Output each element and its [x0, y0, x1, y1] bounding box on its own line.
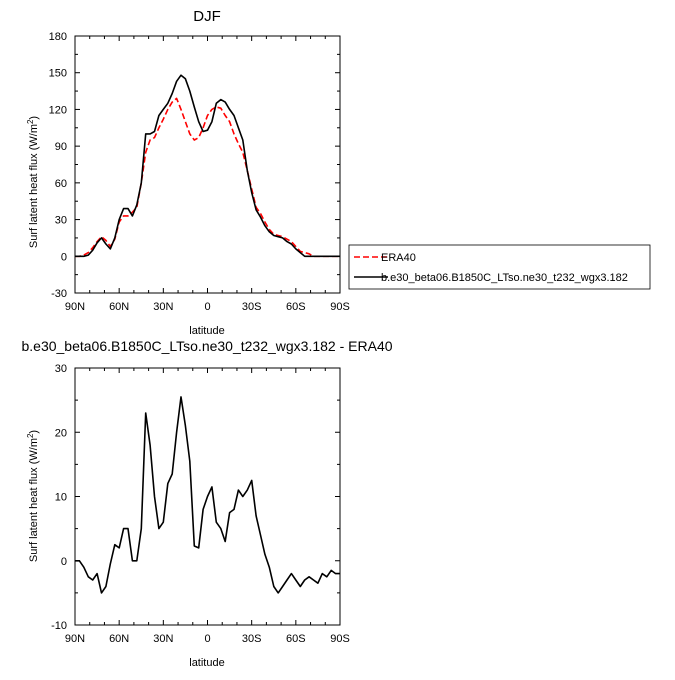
x-tick-label: 30N	[153, 301, 173, 313]
y-tick-label: 90	[55, 141, 67, 153]
series-line-0	[75, 97, 340, 258]
x-tick-label: 60N	[109, 633, 129, 645]
x-tick-label: 0	[204, 301, 210, 313]
y-tick-label: 120	[49, 104, 67, 116]
y-tick-label: 0	[61, 251, 67, 263]
y-tick-label: 180	[49, 31, 67, 43]
legend: ERA40 b.e30_beta06.B1850C_LTso.ne30_t232…	[348, 244, 651, 290]
x-tick-label: 60N	[109, 301, 129, 313]
y-tick-label: 30	[55, 363, 67, 375]
plot-frame	[74, 35, 341, 294]
y-tick-label: 60	[55, 178, 67, 190]
series-line-0	[75, 396, 340, 594]
x-tick-label: 90N	[65, 301, 85, 313]
legend-label-model: b.e30_beta06.B1850C_LTso.ne30_t232_wgx3.…	[381, 272, 628, 284]
x-tick-label: 60S	[286, 633, 306, 645]
y-tick-label: -30	[51, 288, 67, 300]
series-lines	[75, 74, 340, 258]
y-tick-label: 10	[55, 492, 67, 504]
x-tick-label: 90S	[330, 301, 350, 313]
chart-title: DJF	[193, 8, 221, 25]
y-axis-label: Surf latent heat flux (W/m2)	[26, 430, 41, 562]
y-tick-label: 150	[49, 68, 67, 80]
top-chart: DJF Surf latent heat flux (W/m2) latitud…	[26, 8, 350, 337]
axes: -30 0 30 60 90 120 150 180 90N 60N 30N 0 30S 60S 90S	[49, 31, 350, 313]
x-tick-label: 90N	[65, 633, 85, 645]
x-axis-label: latitude	[189, 657, 224, 669]
series-line-1	[75, 74, 340, 258]
series-lines	[75, 396, 340, 594]
x-axis-label: latitude	[189, 325, 224, 337]
x-tick-label: 30S	[242, 633, 262, 645]
x-tick-label: 90S	[330, 633, 350, 645]
x-tick-label: 60S	[286, 301, 306, 313]
chart-title: b.e30_beta06.B1850C_LTso.ne30_t232_wgx3.…	[21, 338, 392, 354]
bottom-chart: b.e30_beta06.B1850C_LTso.ne30_t232_wgx3.…	[21, 338, 392, 669]
y-axis-label: Surf latent heat flux (W/m2)	[26, 116, 41, 248]
y-tick-label: 0	[61, 556, 67, 568]
x-tick-label: 30S	[242, 301, 262, 313]
x-tick-label: 0	[204, 633, 210, 645]
x-tick-label: 30N	[153, 633, 173, 645]
axes: -10 0 10 20 30 90N 60N 30N 0 30S 60S 90S	[51, 363, 350, 645]
y-tick-label: -10	[51, 620, 67, 632]
legend-box	[348, 244, 651, 290]
legend-label-era40: ERA40	[381, 252, 416, 264]
y-tick-label: 20	[55, 427, 67, 439]
y-tick-label: 30	[55, 215, 67, 227]
